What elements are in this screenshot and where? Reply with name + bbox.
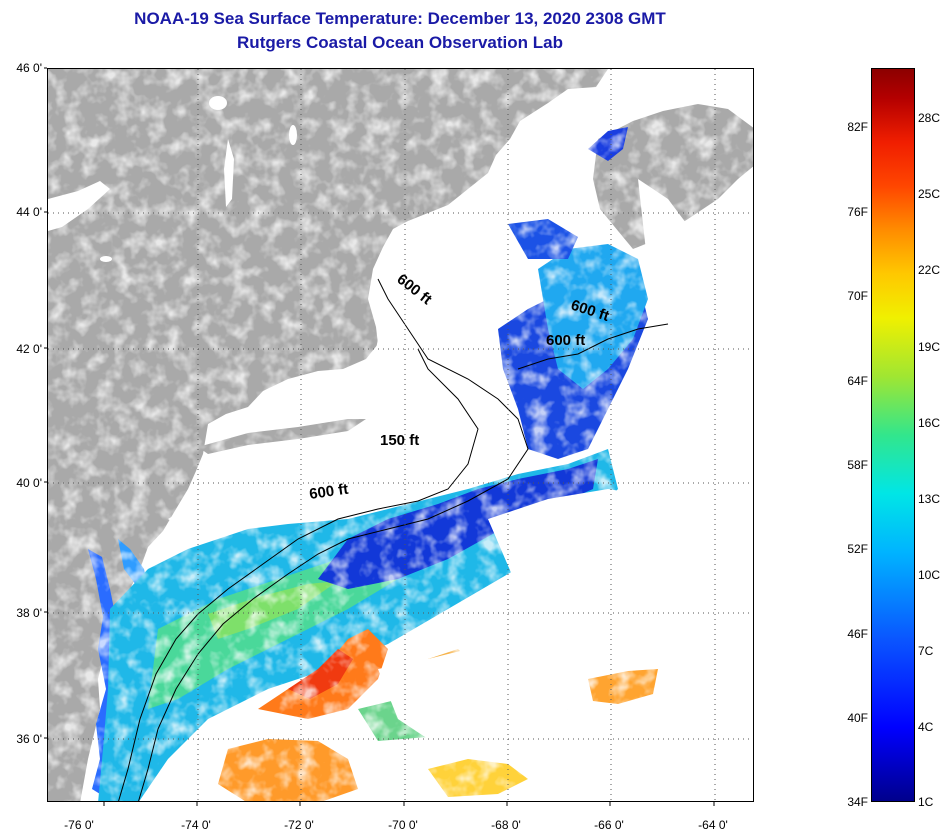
colorbar-c-28: 28C xyxy=(918,111,941,125)
colorbar-f-76: 76F xyxy=(847,205,868,219)
colorbar-c-1: 1C xyxy=(918,795,934,809)
cloud-south xyxy=(378,629,578,759)
colorbar-c-10: 10C xyxy=(918,568,941,582)
colorbar-f-70: 70F xyxy=(847,289,868,303)
cloud-nearshore xyxy=(168,489,268,539)
map-subtitle: Rutgers Coastal Ocean Observation Lab xyxy=(237,33,563,52)
cloud-se xyxy=(638,709,753,801)
colorbar-c-13: 13C xyxy=(918,492,941,506)
lon-label-76: -76 0' xyxy=(64,818,94,832)
temperature-colorbar xyxy=(871,68,915,802)
lat-label-38: 38 0' xyxy=(16,606,42,620)
sst-map-canvas: 600 ft 600 ft 600 ft 150 ft 600 ft xyxy=(48,69,753,801)
cloud-gulf-maine xyxy=(368,209,498,479)
colorbar-f-52: 52F xyxy=(847,542,868,556)
cloud-offshore xyxy=(488,489,753,649)
colorbar-c-19: 19C xyxy=(918,340,941,354)
lat-label-36: 36 0' xyxy=(16,732,42,746)
colorbar-c-25: 25C xyxy=(918,187,941,201)
sst-map: 600 ft 600 ft 600 ft 150 ft 600 ft xyxy=(47,68,754,802)
contour-150-ft xyxy=(118,348,479,801)
lat-label-46: 46 0' xyxy=(16,61,42,75)
map-title: NOAA-19 Sea Surface Temperature: Decembe… xyxy=(134,9,666,28)
contour-600-ft xyxy=(138,278,529,801)
colorbar-c-22: 22C xyxy=(918,263,941,277)
colorbar-c-7: 7C xyxy=(918,644,934,658)
lon-label-74: -74 0' xyxy=(181,818,211,832)
contour-label-600-south: 600 ft xyxy=(308,481,349,503)
colorbar-f-64: 64F xyxy=(847,374,868,388)
lon-label-64: -64 0' xyxy=(698,818,728,832)
colorbar-f-34: 34F xyxy=(847,795,868,809)
contour-label-150: 150 ft xyxy=(380,432,419,449)
colorbar-f-82: 82F xyxy=(847,120,868,134)
lon-label-70: -70 0' xyxy=(388,818,418,832)
contour-600-ft-east xyxy=(517,323,669,370)
contour-label-600-east-b: 600 ft xyxy=(546,332,585,349)
colorbar-c-4: 4C xyxy=(918,720,934,734)
lat-label-40: 40 0' xyxy=(16,476,42,490)
lon-label-68: -68 0' xyxy=(491,818,521,832)
colorbar-f-58: 58F xyxy=(847,458,868,472)
cloud-nova-scotia-shelf xyxy=(638,179,753,409)
lon-label-72: -72 0' xyxy=(284,818,314,832)
colorbar-f-46: 46F xyxy=(847,627,868,641)
lat-label-44: 44 0' xyxy=(16,205,42,219)
colorbar-f-40: 40F xyxy=(847,711,868,725)
lat-label-42: 42 0' xyxy=(16,342,42,356)
lon-label-66: -66 0' xyxy=(594,818,624,832)
colorbar-c-16: 16C xyxy=(918,416,941,430)
